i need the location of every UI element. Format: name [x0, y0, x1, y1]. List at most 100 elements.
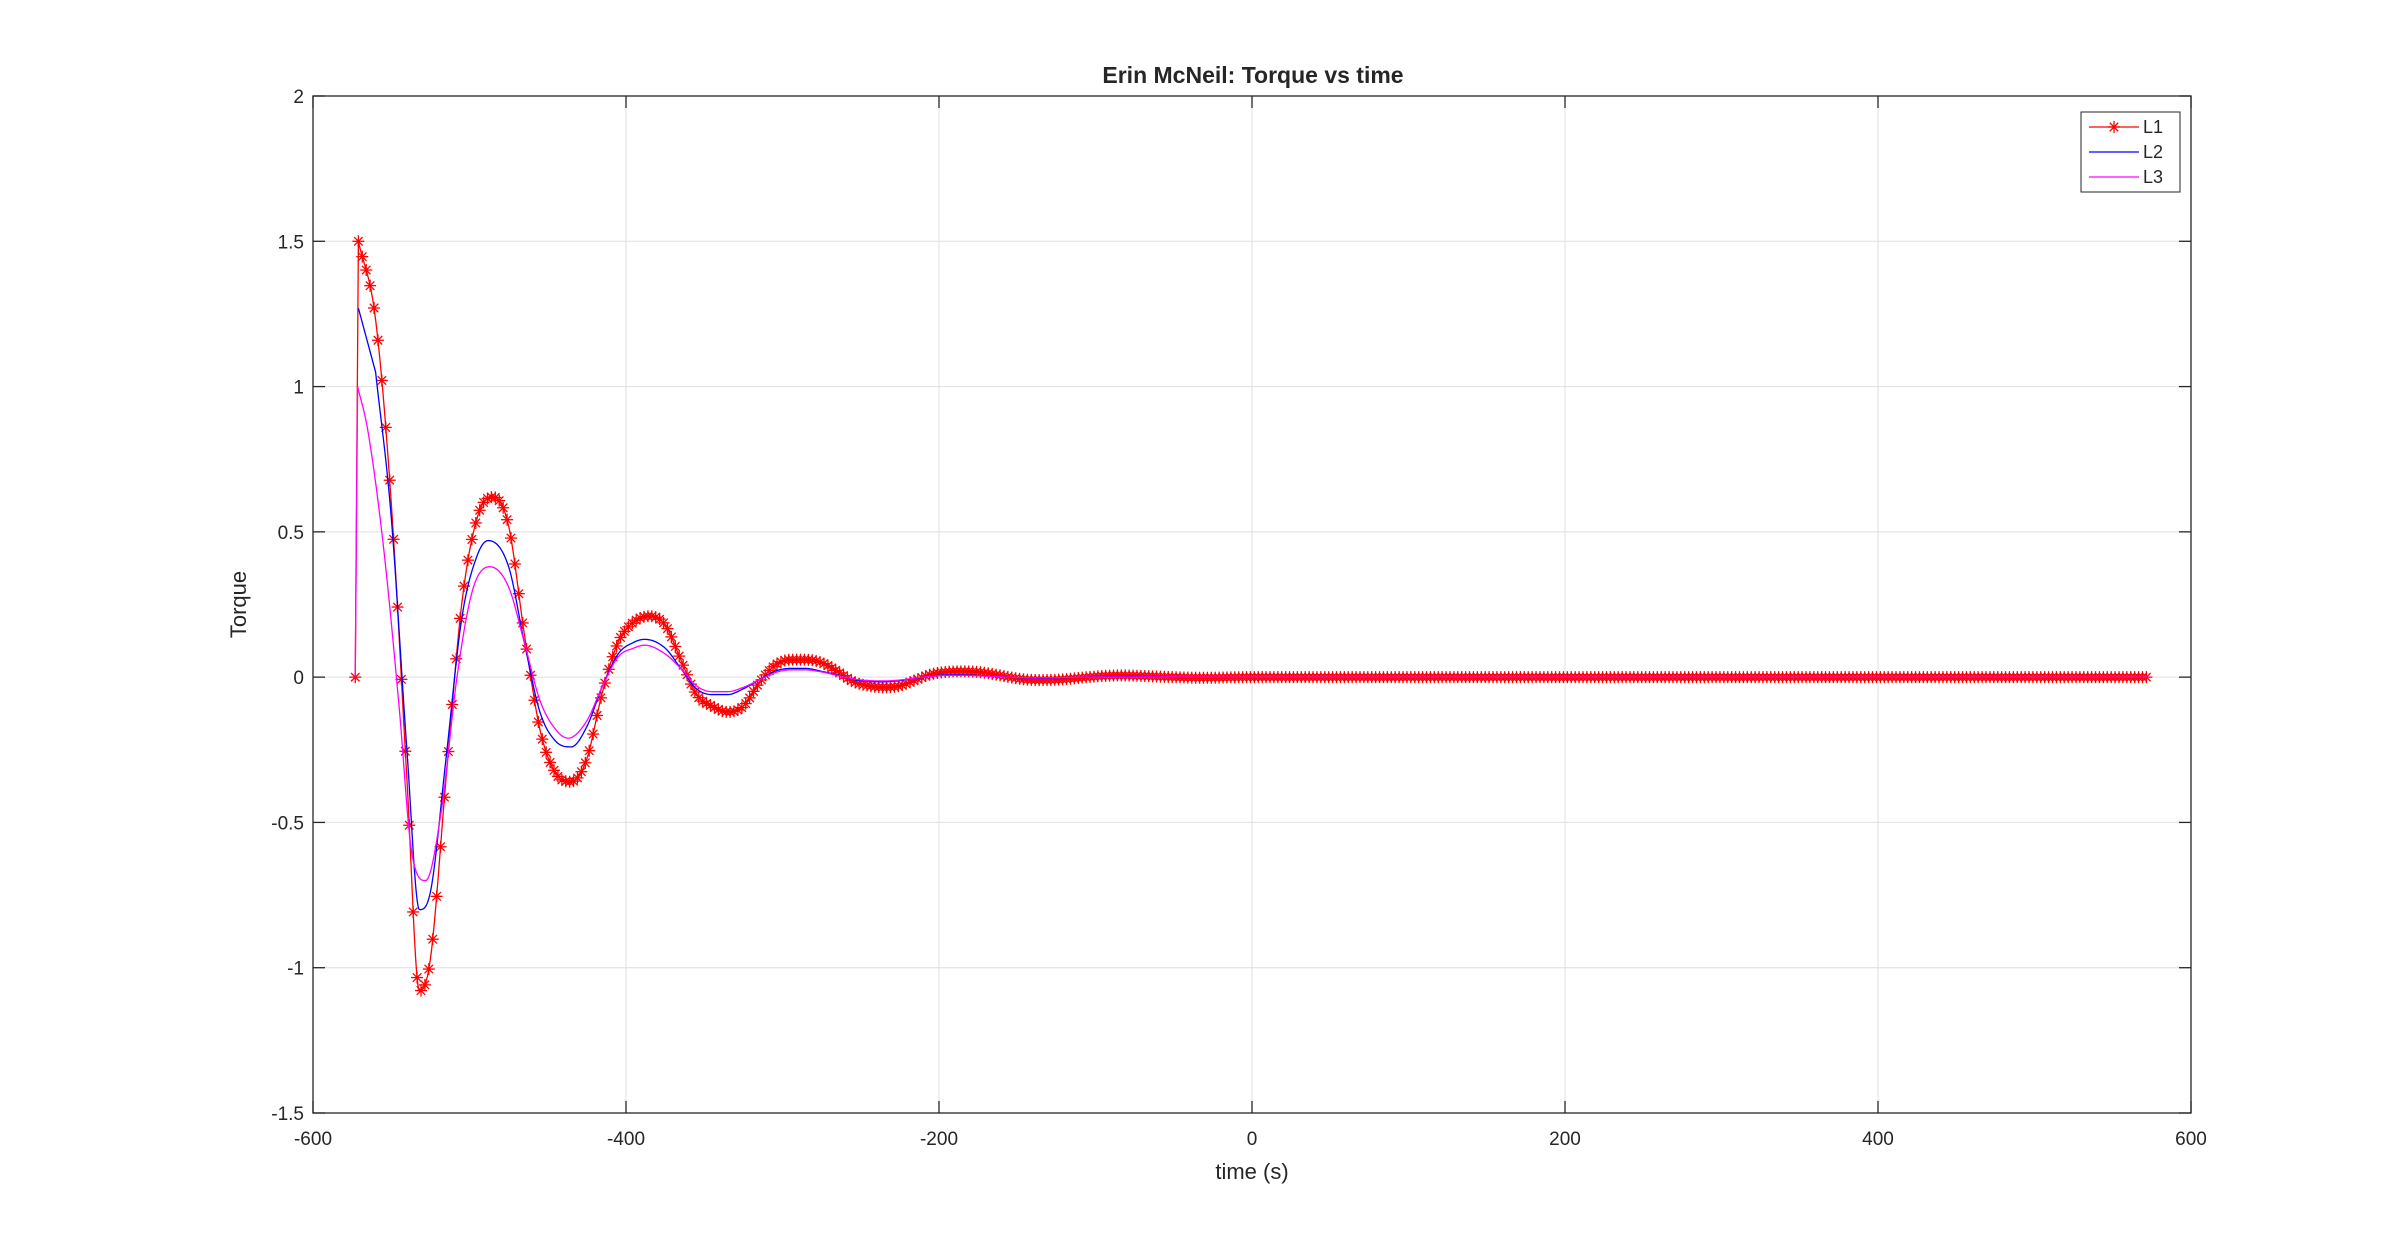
legend-entry: L3	[2089, 167, 2163, 187]
asterisk-stroke	[428, 934, 438, 944]
asterisk-stroke	[615, 632, 626, 643]
data-point	[469, 516, 482, 529]
data-point	[501, 513, 514, 526]
data-point	[669, 640, 682, 653]
data-point	[383, 474, 396, 487]
asterisk-stroke	[596, 693, 606, 703]
x-tick-label: -400	[607, 1129, 645, 1150]
data-point	[661, 622, 674, 635]
asterisk-stroke	[588, 729, 598, 739]
asterisk-stroke	[709, 702, 720, 713]
legend-label: L1	[2143, 117, 2163, 137]
x-tick-label: 600	[2175, 1129, 2207, 1150]
legend-label: L2	[2143, 142, 2163, 162]
y-axis-label: Torque	[226, 571, 251, 638]
data-point	[571, 771, 584, 784]
asterisk-stroke	[361, 265, 371, 275]
asterisk-stroke	[999, 671, 1009, 681]
data-point	[548, 764, 561, 777]
data-point	[540, 746, 553, 759]
asterisk-stroke	[827, 663, 837, 673]
asterisk-stroke	[713, 704, 724, 715]
asterisk-stroke	[541, 747, 551, 758]
y-tick-label: 1	[293, 378, 304, 399]
asterisk-stroke	[2109, 122, 2119, 132]
legend: L1 L2 L3	[2080, 111, 2181, 193]
asterisk-stroke	[424, 964, 434, 974]
data-point	[430, 890, 443, 903]
asterisk-stroke	[697, 696, 708, 706]
data-point	[454, 612, 467, 625]
data-point	[418, 978, 431, 991]
y-tick-label: -1.5	[271, 1104, 304, 1125]
asterisk-stroke	[651, 612, 661, 622]
asterisk-stroke	[455, 613, 465, 624]
asterisk-stroke	[353, 236, 364, 246]
asterisk-stroke	[686, 679, 696, 689]
data-point	[504, 532, 517, 545]
asterisk-stroke	[580, 758, 591, 768]
data-point	[465, 533, 478, 546]
chart-title: Erin McNeil: Torque vs time	[1102, 62, 1403, 88]
asterisk-stroke	[498, 503, 508, 513]
asterisk-stroke	[838, 670, 849, 681]
asterisk-stroke	[862, 680, 872, 691]
data-point	[375, 374, 388, 387]
asterisk-stroke	[459, 581, 469, 591]
asterisk-stroke	[557, 775, 567, 785]
data-point	[364, 279, 377, 292]
data-point	[407, 905, 420, 918]
asterisk-stroke	[431, 891, 442, 902]
asterisk-stroke	[592, 710, 602, 721]
asterisk-stroke	[396, 674, 407, 685]
asterisk-stroke	[549, 765, 559, 776]
asterisk-stroke	[412, 972, 422, 983]
asterisk-stroke	[502, 514, 512, 525]
data-point	[426, 933, 439, 946]
data-point	[587, 728, 600, 741]
x-tick-label: -200	[920, 1129, 958, 1150]
asterisk-stroke	[533, 717, 544, 727]
asterisk-stroke	[510, 559, 520, 569]
asterisk-stroke	[408, 907, 418, 917]
y-tick-label: 0.5	[278, 523, 304, 544]
asterisk-stroke	[529, 695, 540, 705]
asterisk-stroke	[384, 475, 395, 485]
asterisk-stroke	[471, 518, 481, 528]
data-point	[508, 557, 521, 570]
data-point	[356, 250, 369, 263]
asterisk-stroke	[752, 680, 763, 690]
asterisk-stroke	[357, 251, 367, 262]
data-point	[349, 671, 362, 684]
data-point	[673, 650, 686, 663]
asterisk-stroke	[647, 611, 657, 621]
data-point	[368, 301, 381, 314]
data-point	[411, 971, 424, 984]
y-tick-label: 1.5	[278, 232, 304, 253]
asterisk-stroke	[815, 657, 825, 667]
tick-labels: -600 -400 -200 0 200 400 600 -1.5 -1 -0.5 0 0.5 1 1.5…	[271, 87, 2207, 1150]
legend-label: L3	[2143, 167, 2163, 187]
asterisk-stroke	[701, 698, 712, 709]
asterisk-stroke	[404, 820, 414, 830]
data-point	[575, 765, 588, 778]
asterisk-stroke	[662, 623, 673, 634]
asterisk-stroke	[350, 672, 360, 682]
data-point	[528, 694, 541, 707]
asterisk-stroke	[545, 757, 555, 768]
data-point	[461, 554, 474, 567]
asterisk-stroke	[666, 632, 677, 642]
asterisk-stroke	[717, 706, 727, 716]
asterisk-stroke	[365, 280, 375, 291]
data-point	[579, 756, 592, 769]
ticks	[312, 95, 2192, 1114]
series-line-L3	[354, 386, 2149, 882]
data-point	[747, 685, 760, 698]
asterisk-stroke	[780, 655, 790, 666]
data-point	[438, 791, 451, 804]
asterisk-stroke	[995, 670, 1005, 681]
x-tick-label: 0	[1247, 1129, 1258, 1150]
asterisk-stroke	[674, 651, 684, 661]
